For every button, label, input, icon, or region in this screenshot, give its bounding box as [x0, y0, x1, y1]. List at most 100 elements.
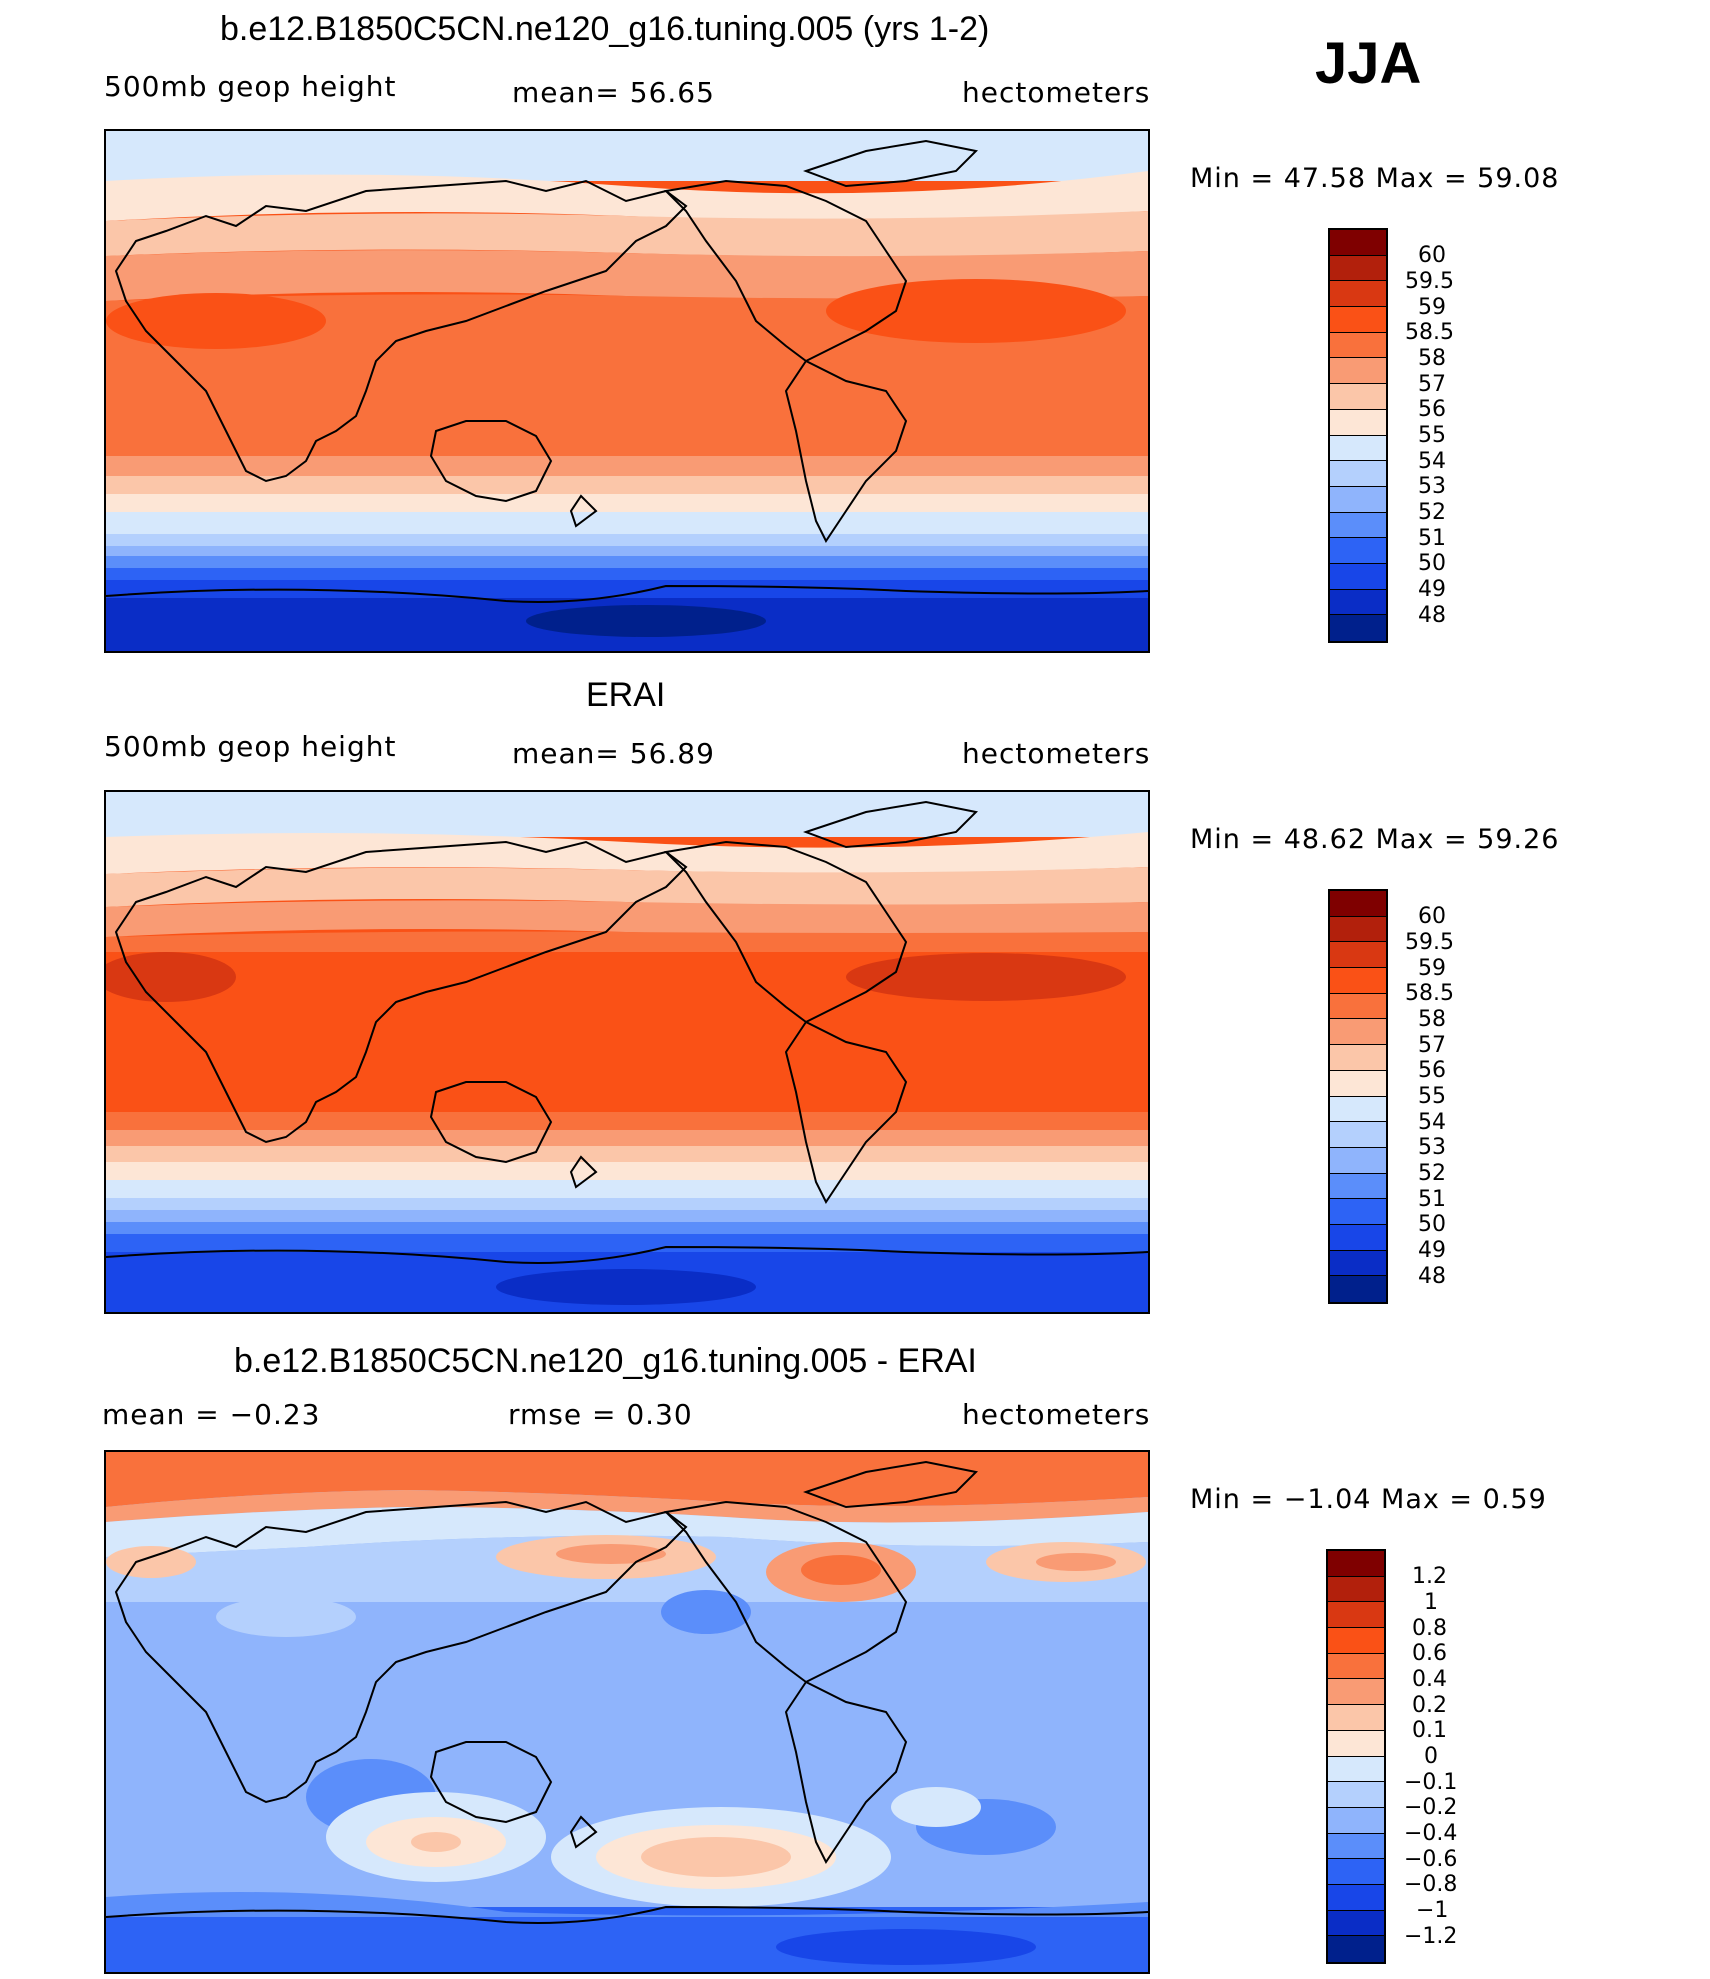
panel-3-units: hectometers	[962, 1398, 1151, 1431]
colorbar-label: 57	[1418, 372, 1446, 397]
panel-1-units: hectometers	[962, 76, 1151, 109]
colorbar-cell	[1328, 1782, 1384, 1808]
colorbar-label: 0.1	[1412, 1718, 1447, 1743]
panel-3-map	[104, 1450, 1150, 1974]
panel-3-title: b.e12.B1850C5CN.ne120_g16.tuning.005 - E…	[234, 1342, 977, 1380]
colorbar-label: 49	[1418, 1238, 1446, 1263]
colorbar-label: 59.5	[1405, 269, 1454, 294]
colorbar-cell	[1328, 1602, 1384, 1629]
colorbar-label: 57	[1418, 1033, 1446, 1058]
colorbar-label: 0	[1424, 1744, 1438, 1769]
colorbar-cell	[1330, 332, 1386, 359]
colorbar-cell	[1330, 1276, 1386, 1302]
panel-2-field-label: 500mb geop height	[104, 730, 397, 763]
colorbar-label: 49	[1418, 577, 1446, 602]
colorbar-label: 56	[1418, 1058, 1446, 1083]
colorbar-label: −0.1	[1404, 1770, 1458, 1795]
colorbar-label: 53	[1418, 474, 1446, 499]
colorbar-cell	[1328, 1705, 1384, 1731]
colorbar-label: 54	[1418, 1110, 1446, 1135]
colorbar-label: 48	[1418, 603, 1446, 628]
colorbar-cell	[1330, 563, 1386, 590]
colorbar-cell	[1328, 1756, 1384, 1783]
colorbar-cell	[1330, 307, 1386, 333]
colorbar-cell	[1330, 435, 1386, 462]
colorbar-label: 50	[1418, 1212, 1446, 1237]
colorbar-cell	[1330, 1250, 1386, 1277]
colorbar-label: 52	[1418, 1161, 1446, 1186]
panel-2-mean: mean= 56.89	[512, 737, 715, 770]
panel-2-colorbar	[1328, 889, 1388, 1304]
colorbar-cell	[1330, 916, 1386, 943]
panel-3-rmse: rmse = 0.30	[508, 1398, 693, 1431]
colorbar-cell	[1330, 589, 1386, 616]
colorbar-label: 51	[1418, 526, 1446, 551]
panel-1-map	[104, 129, 1150, 653]
panel-3-colorbar	[1326, 1549, 1386, 1964]
colorbar-label: 59	[1418, 956, 1446, 981]
colorbar-cell	[1328, 1884, 1384, 1911]
season-label: JJA	[1315, 31, 1422, 96]
panel-3-map-svg	[106, 1452, 1148, 1972]
colorbar-label: 1	[1424, 1590, 1438, 1615]
panel-2-title: ERAI	[586, 676, 666, 714]
colorbar-label: −1	[1416, 1898, 1449, 1923]
colorbar-cell	[1330, 993, 1386, 1020]
panel-2-map	[104, 790, 1150, 1314]
colorbar-label: 58	[1418, 346, 1446, 371]
panel-2-minmax: Min = 48.62 Max = 59.26	[1190, 824, 1560, 855]
colorbar-cell	[1330, 1147, 1386, 1174]
colorbar-cell	[1330, 1096, 1386, 1123]
colorbar-cell	[1328, 1910, 1384, 1937]
colorbar-label: 58	[1418, 1007, 1446, 1032]
colorbar-label: −1.2	[1404, 1924, 1458, 1949]
colorbar-label: 54	[1418, 449, 1446, 474]
colorbar-cell	[1330, 255, 1386, 282]
colorbar-cell	[1328, 1807, 1384, 1834]
colorbar-cell	[1328, 1936, 1384, 1962]
colorbar-label: −0.8	[1404, 1872, 1458, 1897]
colorbar-cell	[1330, 1122, 1386, 1148]
colorbar-cell	[1330, 512, 1386, 539]
colorbar-label: −0.4	[1404, 1821, 1458, 1846]
colorbar-label: 1.2	[1412, 1564, 1447, 1589]
panel-1-title: b.e12.B1850C5CN.ne120_g16.tuning.005 (yr…	[220, 10, 990, 48]
colorbar-label: −0.6	[1404, 1847, 1458, 1872]
colorbar-cell	[1330, 1199, 1386, 1225]
colorbar-cell	[1328, 1833, 1384, 1860]
colorbar-label: 59.5	[1405, 930, 1454, 955]
colorbar-cell	[1330, 486, 1386, 513]
panel-1-minmax: Min = 47.58 Max = 59.08	[1190, 163, 1560, 194]
panel-1-colorbar	[1328, 228, 1388, 643]
colorbar-label: 56	[1418, 397, 1446, 422]
colorbar-label: 58.5	[1405, 320, 1454, 345]
panel-2-map-svg	[106, 792, 1148, 1312]
colorbar-label: 58.5	[1405, 981, 1454, 1006]
colorbar-cell	[1330, 409, 1386, 436]
colorbar-label: 60	[1418, 904, 1446, 929]
panel-2-units: hectometers	[962, 737, 1151, 770]
colorbar-cell	[1328, 1679, 1384, 1706]
colorbar-label: 52	[1418, 500, 1446, 525]
colorbar-label: 50	[1418, 551, 1446, 576]
colorbar-label: 53	[1418, 1135, 1446, 1160]
colorbar-label: −0.2	[1404, 1795, 1458, 1820]
colorbar-cell	[1330, 538, 1386, 564]
colorbar-cell	[1330, 281, 1386, 308]
colorbar-cell	[1328, 1859, 1384, 1885]
colorbar-cell	[1330, 1045, 1386, 1071]
colorbar-label: 48	[1418, 1264, 1446, 1289]
colorbar-cell	[1330, 1019, 1386, 1046]
colorbar-label: 0.2	[1412, 1693, 1447, 1718]
colorbar-cell	[1330, 461, 1386, 487]
colorbar-label: 0.4	[1412, 1667, 1447, 1692]
colorbar-cell	[1330, 891, 1386, 917]
colorbar-cell	[1328, 1653, 1384, 1680]
colorbar-cell	[1330, 1173, 1386, 1200]
colorbar-cell	[1330, 230, 1386, 256]
colorbar-cell	[1330, 384, 1386, 410]
colorbar-label: 59	[1418, 295, 1446, 320]
colorbar-cell	[1328, 1576, 1384, 1603]
panel-1-map-svg	[106, 131, 1148, 651]
colorbar-cell	[1328, 1730, 1384, 1757]
